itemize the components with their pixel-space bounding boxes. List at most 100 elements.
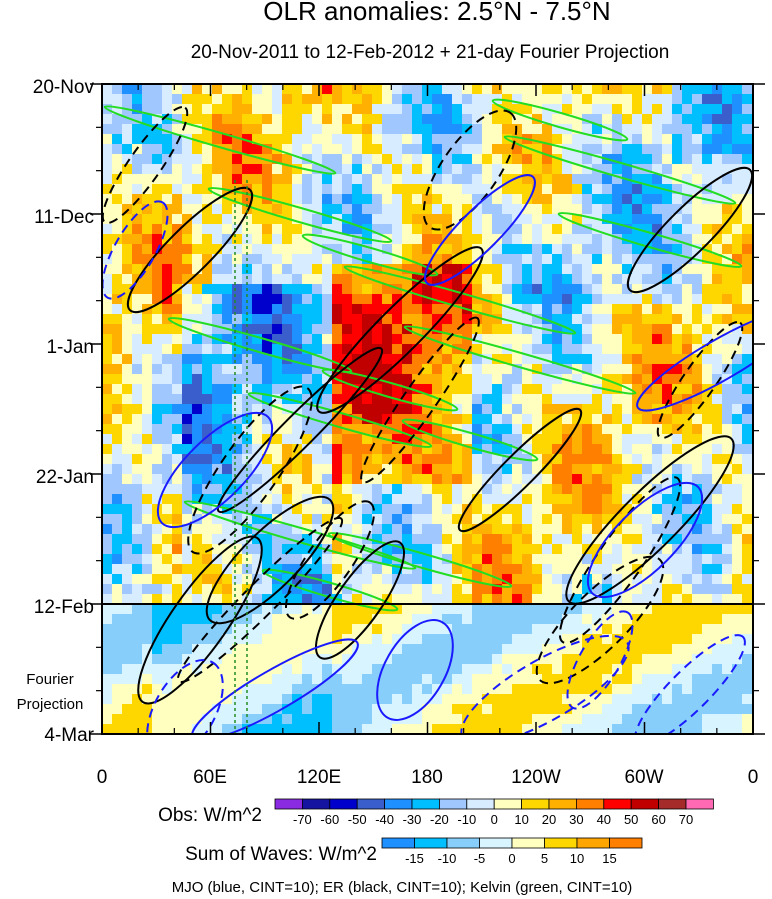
heatmap-cell: [642, 134, 653, 145]
heatmap-cell: [492, 84, 503, 95]
heatmap-cell: [202, 494, 213, 505]
heatmap-cell: [552, 544, 563, 555]
heatmap-cell: [242, 294, 253, 305]
heatmap-cell: [692, 354, 703, 365]
heatmap-cell: [332, 84, 343, 95]
heatmap-cell: [412, 84, 423, 95]
heatmap-cell: [742, 474, 753, 485]
heatmap-cell: [502, 164, 513, 175]
heatmap-cell: [532, 304, 543, 315]
heatmap-cell: [142, 524, 153, 535]
heatmap-cell: [492, 474, 503, 485]
heatmap-cell: [102, 234, 113, 245]
heatmap-cell: [162, 154, 173, 165]
heatmap-cell: [492, 224, 503, 235]
heatmap-cell: [272, 664, 283, 675]
heatmap-cell: [652, 464, 663, 475]
heatmap-cell: [482, 84, 493, 95]
heatmap-cell: [392, 474, 403, 485]
heatmap-cell: [542, 594, 553, 605]
heatmap-cell: [452, 374, 463, 385]
heatmap-cell: [102, 454, 113, 465]
heatmap-cell: [112, 374, 123, 385]
heatmap-cell: [142, 454, 153, 465]
heatmap-cell: [152, 454, 163, 465]
heatmap-cell: [102, 414, 113, 425]
heatmap-cell: [402, 134, 413, 145]
heatmap-cell: [612, 104, 623, 115]
heatmap-cell: [722, 224, 733, 235]
heatmap-cell: [412, 644, 423, 655]
heatmap-cell: [292, 524, 303, 535]
heatmap-cell: [382, 194, 393, 205]
heatmap-cell: [402, 724, 413, 734]
heatmap-cell: [402, 434, 413, 445]
heatmap-cell: [342, 174, 353, 185]
heatmap-cell: [102, 84, 113, 95]
heatmap-cell: [622, 114, 633, 125]
heatmap-cell: [312, 314, 323, 325]
heatmap-cell: [702, 144, 713, 155]
heatmap-cell: [192, 414, 203, 425]
heatmap-cell: [242, 544, 253, 555]
heatmap-cell: [342, 134, 353, 145]
heatmap-cell: [642, 164, 653, 175]
heatmap-cell: [622, 334, 633, 345]
heatmap-cell: [232, 654, 243, 665]
heatmap-cell: [272, 224, 283, 235]
heatmap-cell: [582, 534, 593, 545]
heatmap-cell: [442, 624, 453, 635]
heatmap-cell: [592, 104, 603, 115]
heatmap-cell: [112, 704, 123, 715]
heatmap-cell: [282, 614, 293, 625]
heatmap-cell: [662, 364, 673, 375]
heatmap-cell: [482, 624, 493, 635]
heatmap-cell: [502, 234, 513, 245]
heatmap-cell: [452, 414, 463, 425]
heatmap-cell: [372, 514, 383, 525]
heatmap-cell: [552, 634, 563, 645]
heatmap-cell: [412, 604, 423, 615]
heatmap-cell: [502, 604, 513, 615]
heatmap-cell: [192, 534, 203, 545]
heatmap-cell: [332, 294, 343, 305]
heatmap-cell: [312, 304, 323, 315]
heatmap-cell: [152, 464, 163, 475]
heatmap-cell: [592, 524, 603, 535]
heatmap-cell: [292, 244, 303, 255]
heatmap-cell: [332, 424, 343, 435]
heatmap-cell: [682, 634, 693, 645]
heatmap-cell: [172, 514, 183, 525]
heatmap-cell: [532, 244, 543, 255]
heatmap-cell: [132, 124, 143, 135]
heatmap-cell: [542, 184, 553, 195]
heatmap-cell: [442, 344, 453, 355]
heatmap-cell: [332, 244, 343, 255]
heatmap-cell: [112, 334, 123, 345]
heatmap-cell: [112, 404, 123, 415]
heatmap-cell: [562, 634, 573, 645]
heatmap-cell: [302, 514, 313, 525]
heatmap-cell: [412, 624, 423, 635]
heatmap-cell: [522, 494, 533, 505]
heatmap-cell: [312, 724, 323, 734]
heatmap-cell: [602, 294, 613, 305]
heatmap-cell: [402, 654, 413, 665]
heatmap-cell: [482, 694, 493, 705]
heatmap-cell: [322, 274, 333, 285]
heatmap-cell: [432, 214, 443, 225]
heatmap-cell: [282, 124, 293, 135]
heatmap-cell: [232, 474, 243, 485]
heatmap-cell: [672, 204, 683, 215]
heatmap-cell: [502, 584, 513, 595]
heatmap-cell: [242, 104, 253, 115]
heatmap-cell: [342, 334, 353, 345]
heatmap-cell: [732, 214, 743, 225]
heatmap-cell: [472, 484, 483, 495]
heatmap-cell: [722, 454, 733, 465]
heatmap-cell: [502, 254, 513, 265]
heatmap-cell: [462, 544, 473, 555]
heatmap-cell: [222, 394, 233, 405]
heatmap-cell: [562, 444, 573, 455]
heatmap-cell: [382, 174, 393, 185]
